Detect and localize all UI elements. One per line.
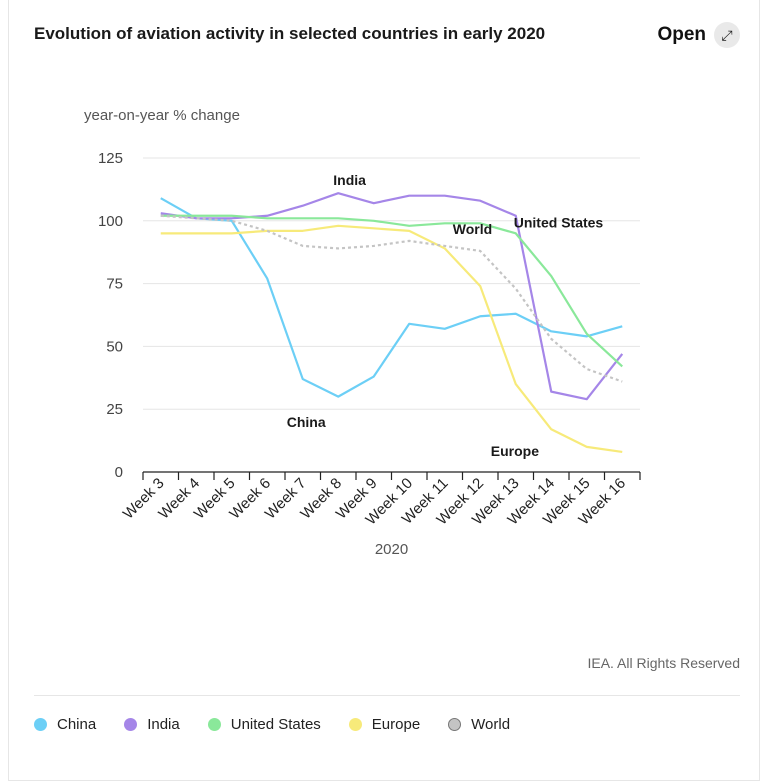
series-line-europe — [160, 224, 623, 453]
legend-label: World — [471, 716, 511, 733]
y-tick-label: 125 — [98, 150, 123, 167]
x-axis-label: 2020 — [375, 541, 408, 558]
legend-label: China — [57, 716, 97, 733]
annotation-label: India — [333, 172, 366, 188]
expand-icon: ⤢ — [714, 22, 740, 48]
legend-item-united-states[interactable]: United States — [207, 716, 321, 733]
y-axis-label: year-on-year % change — [84, 107, 240, 124]
legend-item-world[interactable]: World — [448, 716, 510, 733]
legend: China India United States Europe World — [34, 716, 510, 733]
legend-swatch — [448, 718, 462, 731]
open-label: Open — [657, 24, 706, 45]
series-line-china — [160, 197, 623, 398]
legend-swatch — [207, 718, 221, 731]
legend-label: United States — [230, 716, 321, 733]
legend-item-europe[interactable]: Europe — [348, 716, 421, 733]
y-tick-label: 25 — [106, 401, 123, 418]
y-tick-label: 75 — [106, 276, 123, 293]
chart-card — [8, 0, 760, 781]
y-tick-label: 100 — [98, 213, 123, 230]
annotation-label: World — [453, 221, 492, 237]
open-button[interactable]: Open ⤢ — [657, 22, 740, 48]
credit-text: IEA. All Rights Reserved — [587, 655, 740, 671]
legend-item-china[interactable]: China — [34, 716, 96, 733]
legend-divider — [34, 695, 740, 696]
series-line-world — [160, 214, 623, 383]
legend-label: India — [147, 716, 180, 733]
legend-label: Europe — [371, 716, 421, 733]
y-tick-label: 0 — [115, 464, 123, 481]
legend-swatch — [124, 718, 138, 731]
series-line-india — [160, 192, 624, 401]
y-tick-label: 50 — [106, 338, 123, 355]
series-line-united-states — [160, 214, 623, 368]
annotation-label: Europe — [491, 443, 539, 459]
legend-item-india[interactable]: India — [124, 716, 180, 733]
annotation-label: China — [287, 414, 326, 430]
annotation-label: United States — [514, 214, 604, 230]
chart-title: Evolution of aviation activity in select… — [34, 24, 546, 43]
legend-swatch — [348, 718, 362, 731]
legend-swatch — [34, 718, 47, 731]
